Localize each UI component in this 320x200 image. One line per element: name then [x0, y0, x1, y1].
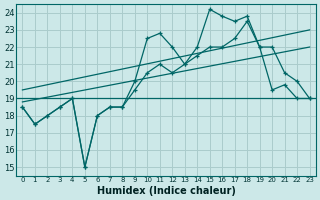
X-axis label: Humidex (Indice chaleur): Humidex (Indice chaleur) [97, 186, 236, 196]
